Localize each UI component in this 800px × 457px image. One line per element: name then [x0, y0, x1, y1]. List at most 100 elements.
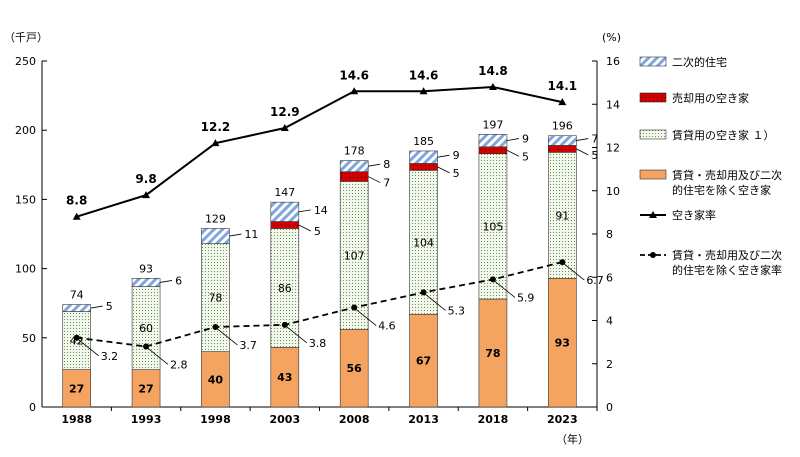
bar-segment-secondary-housing: [409, 150, 438, 164]
label-other-vacant: 27: [138, 382, 153, 395]
bar-segment-sale-vacant: [478, 146, 508, 155]
label-rental-vacant: 107: [344, 249, 365, 262]
x-tick-label: 1998: [200, 413, 231, 426]
left-tick-label: 250: [15, 55, 36, 68]
vacancy-rate-marker: [350, 87, 359, 95]
bar-segment-other-vacant: [478, 298, 508, 408]
vacancy-rate-label: 9.8: [135, 172, 156, 186]
vacancy-rate-marker: [142, 191, 151, 199]
leader-line-secondary: [368, 163, 381, 167]
label-other-vacant: 67: [416, 355, 431, 368]
bar-segment-other-vacant: [62, 369, 91, 408]
leader-line-sale: [506, 149, 520, 157]
leader-line-secondary: [576, 138, 589, 141]
bar-segment-other-vacant: [270, 347, 300, 408]
bar-segment-other-vacant: [339, 329, 369, 408]
x-tick-label: 2008: [339, 413, 370, 426]
bar-segment-secondary-housing: [131, 277, 161, 287]
bar-segment-sale-vacant: [270, 221, 300, 229]
right-tick-label: 12: [606, 142, 620, 155]
bars-layer: [62, 134, 577, 408]
vacancy-rate-label: 14.6: [409, 68, 439, 82]
label-rental-vacant: 104: [413, 236, 434, 249]
x-tick-label: 1993: [131, 413, 162, 426]
vacancy-rate-marker: [419, 87, 428, 95]
label-secondary-housing: 9: [522, 133, 529, 146]
other-vacancy-rate-label: 3.2: [101, 350, 119, 363]
label-bar-total: 147: [274, 186, 295, 199]
leader-line-sale: [437, 166, 450, 174]
legend-vacancy-rate-marker: [649, 211, 657, 218]
bar-segment-secondary-housing: [62, 304, 91, 312]
leader-line-sale: [576, 148, 589, 156]
bar-segment-secondary-housing: [201, 228, 230, 244]
bar-segment-sale-vacant: [409, 163, 438, 171]
vacancy-rate-marker: [211, 139, 220, 147]
bar-segment-other-vacant: [548, 277, 577, 408]
leader-line-other-rate: [425, 294, 446, 311]
left-tick-label: 0: [29, 401, 36, 414]
legend-secondary-housing-text: 二次的住宅: [672, 55, 727, 69]
bar-segment-other-vacant: [131, 369, 161, 408]
other-vacancy-rate-marker: [73, 334, 80, 341]
leader-line-secondary: [437, 154, 450, 158]
leader-line-other-rate: [78, 339, 99, 357]
leader-line-sale: [298, 224, 311, 232]
right-tick-label: 16: [606, 55, 620, 68]
label-other-vacant: 43: [277, 371, 292, 384]
vacancy-rate-marker: [72, 212, 81, 220]
other-vacancy-rate-marker: [420, 289, 427, 296]
label-other-vacant: 93: [555, 337, 570, 350]
x-axis-unit: （年）: [556, 432, 589, 446]
label-bar-total: 197: [482, 118, 503, 131]
label-secondary-housing: 6: [175, 274, 182, 287]
other-vacancy-rate-label: 5.3: [448, 304, 466, 317]
leader-line-other-rate: [564, 263, 585, 281]
right-tick-label: 14: [606, 98, 620, 111]
label-bar-total: 129: [205, 212, 226, 225]
vacancy-rate-line: [76, 85, 563, 218]
other-vacancy-rate-label: 5.9: [517, 291, 535, 304]
bar-segment-rental-vacant: [131, 286, 161, 370]
bar-segment-rental-vacant: [201, 243, 230, 352]
other-vacancy-rate-label: 3.8: [309, 337, 327, 350]
label-rental-vacant: 86: [278, 282, 292, 295]
bar-segment-secondary-housing: [478, 134, 508, 148]
other-vacancy-rate-label: 3.7: [239, 339, 257, 352]
other-vacancy-rate-marker: [143, 343, 150, 350]
label-bar-total: 178: [344, 145, 365, 158]
legend-other-vacant-swatch: [639, 169, 667, 180]
right-tick-label: 2: [606, 358, 613, 371]
leader-line-other-rate: [494, 281, 516, 298]
x-tick-label: 2018: [478, 413, 509, 426]
left-tick-label: 150: [15, 193, 36, 206]
label-bar-total: 185: [413, 135, 434, 148]
label-sale-vacant: 5: [314, 225, 321, 238]
label-bar-total: 93: [139, 262, 153, 275]
label-other-vacant: 40: [208, 373, 224, 386]
right-tick-label: 0: [606, 401, 613, 414]
right-tick-label: 8: [606, 228, 613, 241]
label-rental-vacant: 105: [482, 220, 503, 233]
other-vacancy-rate-label: 6.7: [586, 274, 604, 287]
right-axis-unit: (%): [602, 31, 621, 44]
leader-line-secondary: [159, 280, 173, 283]
vacancy-rate-marker: [488, 82, 497, 90]
left-tick-label: 100: [15, 263, 36, 276]
bar-segment-secondary-housing: [339, 160, 369, 173]
bar-segment-sale-vacant: [339, 171, 369, 182]
leader-line-secondary: [90, 305, 103, 309]
axes-layer: 0 50 100 150 200 250 0 2 4 6 8 10 12 14 16 1988 1993 1998…: [4, 31, 621, 446]
bar-segment-rental-vacant: [478, 153, 508, 300]
left-tick-label: 200: [15, 124, 36, 137]
left-tick-label: 50: [22, 332, 36, 345]
label-sale-vacant: 5: [522, 150, 529, 163]
leader-line-secondary: [506, 138, 520, 141]
label-sale-vacant: 5: [453, 167, 460, 180]
x-tick-label: 2013: [408, 413, 439, 426]
leader-line-secondary: [298, 209, 311, 213]
vacancy-rate-label: 14.6: [339, 68, 369, 82]
leader-line-other-rate: [217, 328, 238, 346]
